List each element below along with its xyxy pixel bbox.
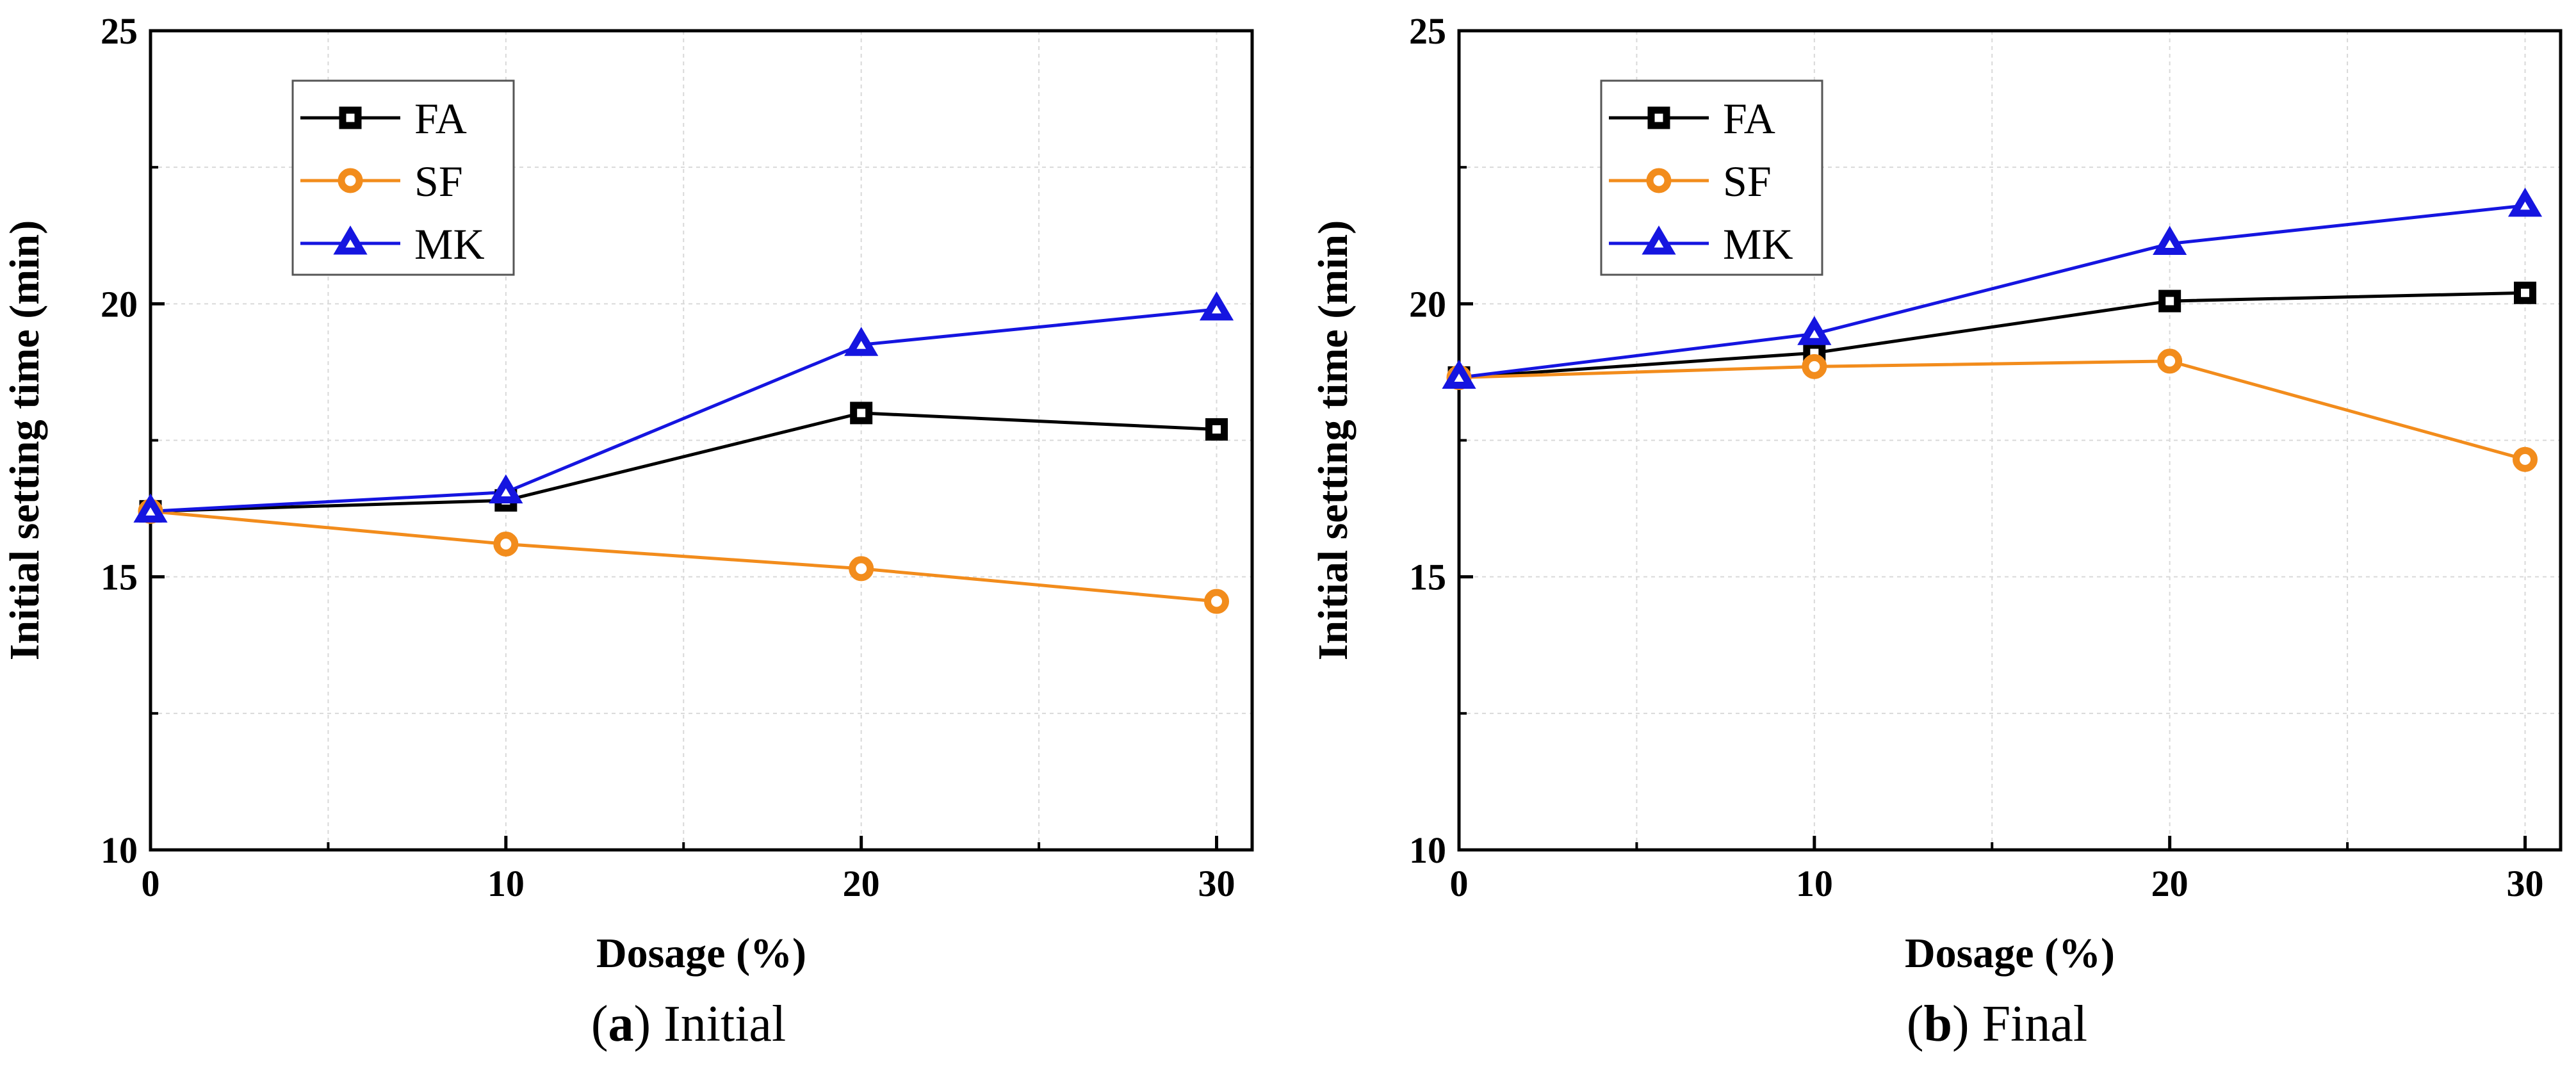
series-line-fa (150, 411, 1217, 513)
caption-b-letter: b (1924, 996, 1953, 1052)
x-tick-label: 0 (142, 863, 160, 904)
data-point-mk (489, 474, 523, 504)
y-tick-label: 25 (101, 10, 138, 52)
data-point-sf (2513, 446, 2538, 472)
data-point-mk (133, 493, 168, 523)
legend-marker-mk (333, 225, 368, 255)
y-tick-label: 25 (1409, 10, 1446, 52)
data-point-mk (1199, 291, 1234, 321)
legend-label-sf: SF (414, 157, 463, 206)
legend-label-mk: MK (414, 220, 485, 268)
legend-label-sf: SF (1723, 157, 1772, 206)
caption-a-text: Initial (664, 996, 786, 1052)
data-point-sf (2157, 348, 2183, 374)
data-point-fa (850, 402, 873, 425)
series-line-fa (1458, 291, 2525, 379)
x-tick-label: 10 (487, 863, 525, 904)
x-tick-label: 30 (1198, 863, 1235, 904)
series-line-sf (150, 509, 1217, 603)
data-point-mk (1442, 359, 1476, 389)
x-axis-title: Dosage (%) (1905, 930, 2115, 977)
y-tick-label: 15 (1409, 557, 1446, 598)
data-point-fa (1205, 418, 1228, 441)
data-point-sf (1204, 589, 1230, 614)
x-tick-label: 10 (1796, 863, 1833, 904)
y-tick-label: 10 (1409, 829, 1446, 871)
y-axis-title: Initial setting time (min) (1310, 220, 1357, 660)
data-point-sf (849, 556, 874, 582)
y-tick-label: 15 (101, 557, 138, 598)
caption-a: (a) Initial (591, 996, 786, 1052)
legend-marker-sf (338, 168, 363, 193)
x-axis-title: Dosage (%) (596, 930, 806, 977)
y-axis-title: Initial setting time (min) (1, 220, 48, 660)
x-tick-label: 20 (843, 863, 880, 904)
legend-marker-mk (1642, 225, 1676, 255)
data-point-mk (2153, 225, 2187, 256)
data-point-fa (2158, 289, 2181, 313)
data-point-fa (2514, 281, 2537, 304)
data-point-sf (493, 532, 519, 557)
y-tick-label: 10 (101, 829, 138, 871)
y-tick-label: 20 (101, 283, 138, 325)
caption-a-letter: a (608, 996, 633, 1052)
legend-label-fa: FA (1723, 94, 1775, 143)
legend-marker-sf (1646, 168, 1672, 193)
legend-label-mk: MK (1723, 220, 1793, 268)
legend-label-fa: FA (414, 94, 467, 143)
legend-marker-fa (339, 106, 362, 129)
data-point-mk (844, 327, 879, 356)
y-tick-label: 20 (1409, 283, 1446, 325)
series-line-mk (150, 307, 1217, 513)
legend-marker-fa (1647, 106, 1670, 129)
x-tick-label: 20 (2151, 863, 2189, 904)
caption-b-text: Final (1982, 996, 2087, 1052)
data-point-mk (2507, 187, 2543, 217)
data-point-mk (1797, 316, 1832, 345)
data-point-sf (1802, 354, 1827, 379)
series-line-mk (1458, 204, 2525, 379)
x-tick-label: 30 (2507, 863, 2544, 904)
x-tick-label: 0 (1450, 863, 1469, 904)
caption-b: (b) Final (1907, 996, 2087, 1052)
series-line-sf (1458, 359, 2526, 461)
